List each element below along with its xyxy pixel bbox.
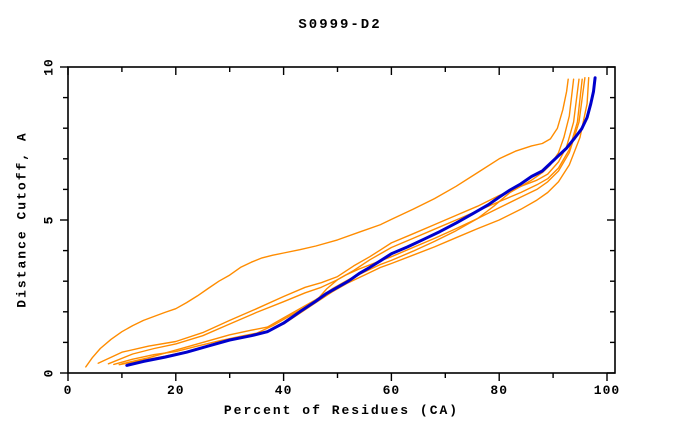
series-line-orange-model-3 [107,78,583,365]
y-axis-label: Distance Cutoff, A [14,131,30,308]
plot-frame [67,66,616,374]
x-tick-label: 60 [383,383,401,398]
y-tick-label: 0 [42,369,57,378]
x-axis-label: Percent of Residues (CA) [223,403,460,418]
x-tick-label: 0 [64,383,73,398]
series-line-orange-model-4 [113,76,586,366]
series-line-blue-model [125,76,597,367]
series-line-orange-model-5 [118,76,590,366]
x-tick-label: 80 [490,383,508,398]
series-line-orange-model-1 [85,78,569,368]
x-tick-label: 40 [275,383,293,398]
x-tick-label: 20 [167,383,185,398]
y-tick-label: 5 [42,216,57,225]
series-line-orange-model-2 [97,78,580,364]
x-tick-label: 100 [594,383,620,398]
series-line-orange-model-6 [121,78,575,365]
chart-title: S0999-D2 [298,17,382,33]
y-tick-label: 10 [42,58,57,76]
